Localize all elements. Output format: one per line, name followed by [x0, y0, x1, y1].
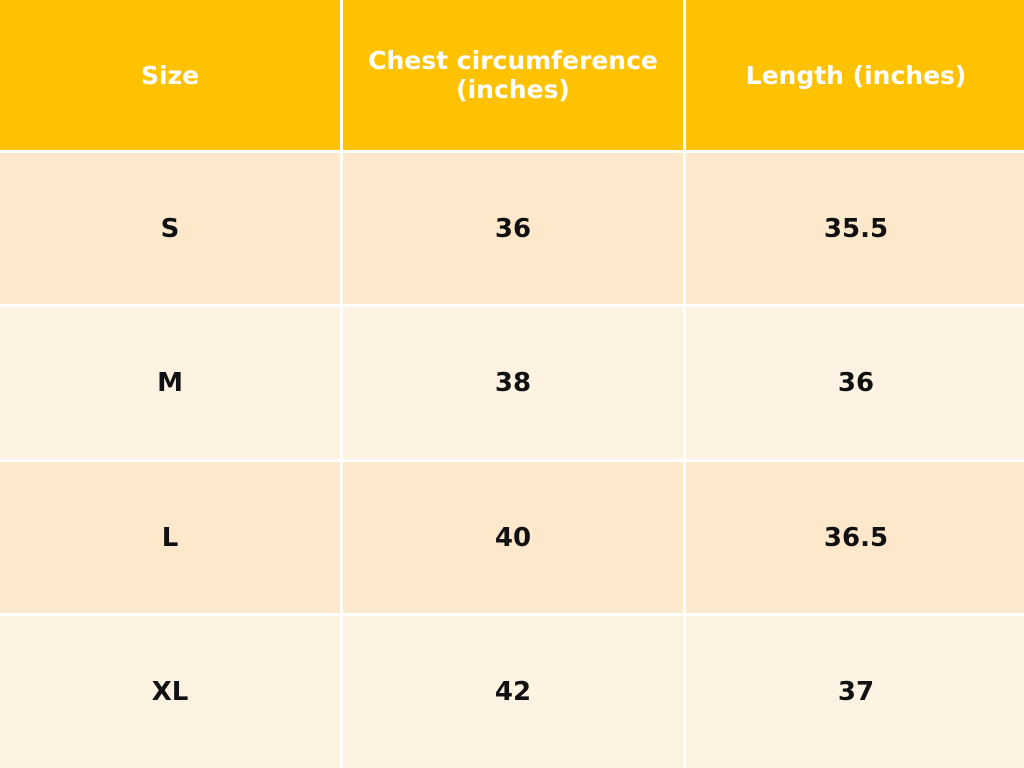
cell-chest: 38	[343, 307, 683, 459]
cell-size: M	[0, 307, 340, 459]
header-size: Size	[0, 0, 340, 150]
cell-length: 36	[686, 307, 1024, 459]
cell-length: 35.5	[686, 153, 1024, 304]
header-length: Length (inches)	[686, 0, 1024, 150]
cell-size: XL	[0, 616, 340, 768]
cell-size: L	[0, 462, 340, 613]
cell-chest: 40	[343, 462, 683, 613]
cell-chest: 42	[343, 616, 683, 768]
header-chest: Chest circumference (inches)	[343, 0, 683, 150]
cell-length: 37	[686, 616, 1024, 768]
cell-size: S	[0, 153, 340, 304]
cell-chest: 36	[343, 153, 683, 304]
cell-length: 36.5	[686, 462, 1024, 613]
